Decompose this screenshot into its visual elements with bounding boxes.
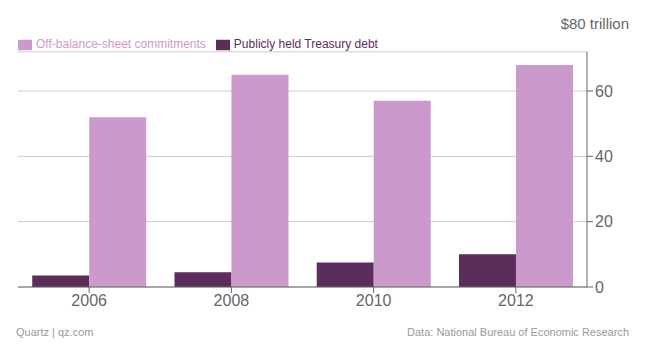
svg-text:2006: 2006: [71, 292, 107, 309]
svg-text:40: 40: [595, 148, 613, 165]
svg-text:2010: 2010: [356, 292, 392, 309]
html-text:Publicly held Treasury debt: Publicly held Treasury debt: [233, 37, 378, 51]
html-text:Off-balance-sheet commitments: Off-balance-sheet commitments: [36, 37, 206, 51]
svg-text:2012: 2012: [498, 292, 534, 309]
svg-text:60: 60: [595, 83, 613, 100]
html-text:Quartz | qz.com: Quartz | qz.com: [16, 326, 94, 338]
svg-text:0: 0: [595, 279, 604, 296]
svg-text:20: 20: [595, 213, 613, 230]
svg-text:2008: 2008: [214, 292, 250, 309]
html-text:$80 trillion: $80 trillion: [560, 15, 629, 32]
html-text:Data: National Bureau of Econo: Data: National Bureau of Economic Resear…: [407, 326, 629, 338]
